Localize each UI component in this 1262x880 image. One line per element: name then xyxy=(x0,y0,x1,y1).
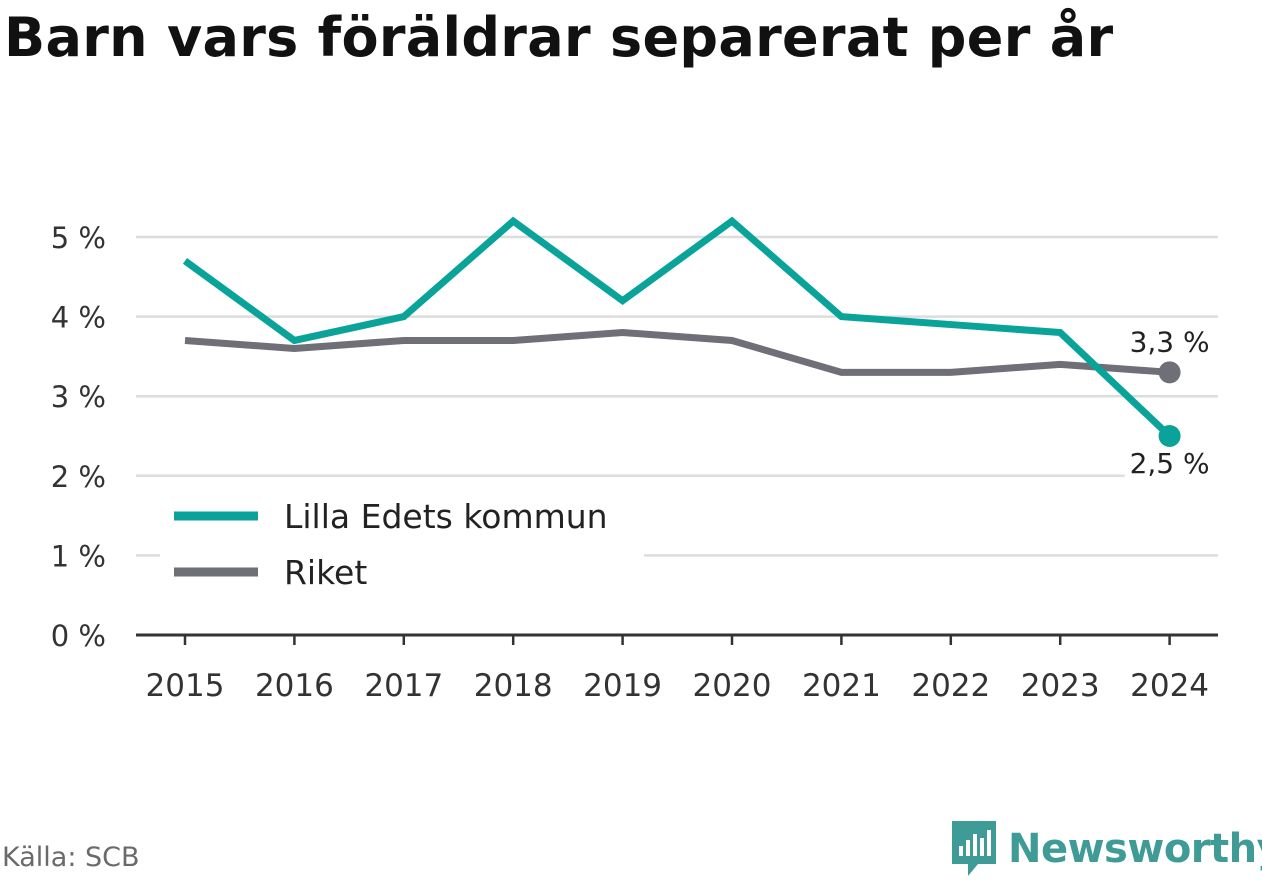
series-lines xyxy=(182,216,1181,447)
legend: Lilla Edets kommun Riket xyxy=(160,490,644,602)
x-tick-label: 2022 xyxy=(911,668,990,704)
x-tick-label: 2016 xyxy=(255,668,334,704)
newsworthy-logo-text: Newsworthy xyxy=(1008,826,1262,872)
newsworthy-logo: Newsworthy xyxy=(948,818,1262,880)
y-tick-label: 5 % xyxy=(51,221,106,255)
end-marker xyxy=(1158,425,1181,447)
y-axis-ticks: 0 % 1 % 2 % 3 % 4 % 5 % xyxy=(51,221,106,653)
newsworthy-logo-icon xyxy=(952,821,996,876)
x-axis-ticks: 2015 2016 2017 2018 2019 2020 2021 2022 2023 2024 xyxy=(146,635,1209,704)
x-tick-label: 2017 xyxy=(364,668,443,704)
y-tick-label: 1 % xyxy=(51,539,106,573)
series-line xyxy=(182,216,1173,439)
end-label: 2,5 % xyxy=(1130,447,1210,480)
x-tick-label: 2021 xyxy=(802,668,881,704)
x-tick-label: 2023 xyxy=(1021,668,1100,704)
series-line xyxy=(184,329,1170,376)
end-labels: 2,5 % 3,3 % xyxy=(1124,325,1220,480)
legend-background xyxy=(160,490,644,602)
end-label: 3,3 % xyxy=(1130,325,1210,358)
y-tick-label: 2 % xyxy=(51,460,106,494)
chart-title: Barn vars föräldrar separerat per år xyxy=(4,6,1114,69)
y-tick-label: 0 % xyxy=(51,619,106,653)
x-tick-label: 2019 xyxy=(583,668,662,704)
x-tick-label: 2015 xyxy=(146,668,225,704)
y-tick-label: 4 % xyxy=(51,301,106,335)
x-tick-label: 2020 xyxy=(693,668,772,704)
legend-label: Riket xyxy=(284,553,367,592)
x-tick-label: 2018 xyxy=(474,668,553,704)
legend-label: Lilla Edets kommun xyxy=(284,497,608,536)
y-tick-label: 3 % xyxy=(51,380,106,414)
end-marker xyxy=(1158,361,1181,384)
source-note: Källa: SCB xyxy=(2,842,140,873)
x-tick-label: 2024 xyxy=(1130,668,1209,704)
end-label-background xyxy=(1124,449,1220,479)
